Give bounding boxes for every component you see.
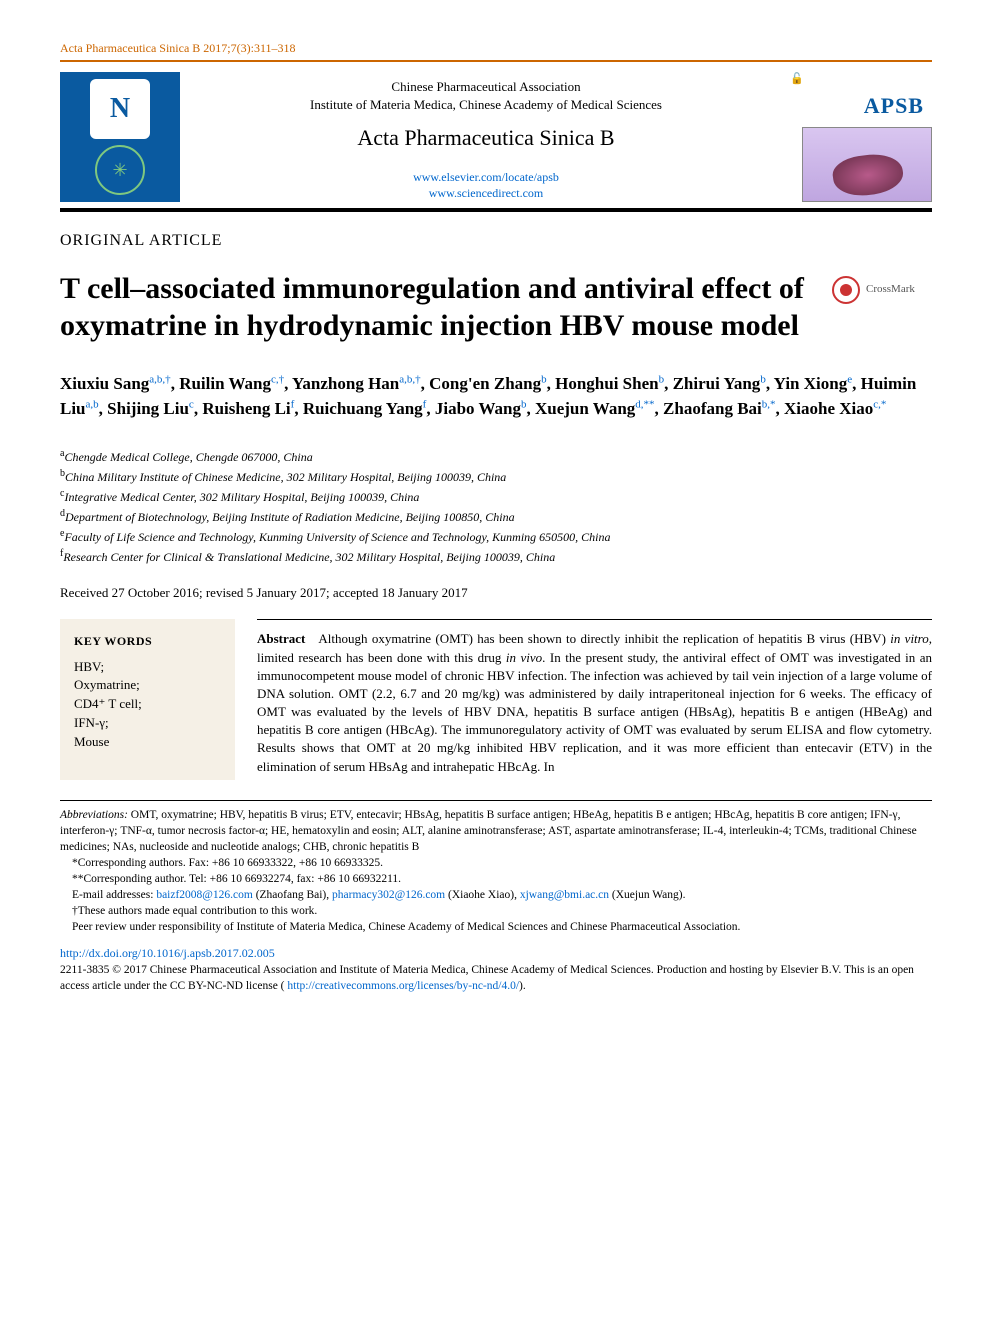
abbreviations-text: OMT, oxymatrine; HBV, hepatitis B virus;… xyxy=(60,809,917,853)
running-head: Acta Pharmaceutica Sinica B 2017;7(3):31… xyxy=(60,40,932,62)
institute-name: Institute of Materia Medica, Chinese Aca… xyxy=(200,96,772,114)
journal-abbrev: APSB xyxy=(782,91,932,121)
keyword-item: IFN-γ; xyxy=(74,714,221,733)
journal-title: Acta Pharmaceutica Sinica B xyxy=(200,123,772,153)
keyword-item: Oxymatrine; xyxy=(74,676,221,695)
journal-masthead: N ✳ Chinese Pharmaceutical Association I… xyxy=(60,72,932,202)
abstract-top-rule xyxy=(257,619,932,620)
abstract-body: Although oxymatrine (OMT) has been shown… xyxy=(257,631,932,773)
keywords-abstract-row: KEY WORDS HBV;Oxymatrine;CD4⁺ T cell;IFN… xyxy=(60,619,932,779)
article-title: T cell–associated immunoregulation and a… xyxy=(60,270,822,345)
footnote-rule xyxy=(60,800,932,801)
email-link-1[interactable]: baizf2008@126.com xyxy=(156,889,253,901)
email-line: E-mail addresses: baizf2008@126.com (Zha… xyxy=(60,887,932,903)
abbreviations-label: Abbreviations: xyxy=(60,809,128,821)
copyright-close: ). xyxy=(519,980,526,992)
copyright-line: 2211-3835 © 2017 Chinese Pharmaceutical … xyxy=(60,962,932,994)
logo-n-icon: N xyxy=(90,79,150,139)
doi-link[interactable]: http://dx.doi.org/10.1016/j.apsb.2017.02… xyxy=(60,945,932,961)
footnotes: Abbreviations: OMT, oxymatrine; HBV, hep… xyxy=(60,807,932,936)
keyword-item: HBV; xyxy=(74,658,221,677)
title-row: T cell–associated immunoregulation and a… xyxy=(60,270,932,371)
abbreviations-line: Abbreviations: OMT, oxymatrine; HBV, hep… xyxy=(60,807,932,855)
email-name-2: (Xiaohe Xiao), xyxy=(445,889,520,901)
peer-review-note: Peer review under responsibility of Inst… xyxy=(60,919,932,935)
keyword-item: Mouse xyxy=(74,733,221,752)
email-prefix: E-mail addresses: xyxy=(72,889,156,901)
abstract-label: Abstract xyxy=(257,631,305,646)
corresponding-note-1: *Corresponding authors. Fax: +86 10 6693… xyxy=(60,855,932,871)
publisher-logo: N ✳ xyxy=(60,72,180,202)
email-name-3: (Xuejun Wang). xyxy=(609,889,685,901)
masthead-center: Chinese Pharmaceutical Association Insti… xyxy=(190,72,782,202)
equal-contribution-note: †These authors made equal contribution t… xyxy=(60,903,932,919)
elsevier-link[interactable]: www.elsevier.com/locate/apsb xyxy=(200,169,772,185)
journal-cover: 🔓 APSB xyxy=(782,72,932,202)
crossmark-label: CrossMark xyxy=(866,282,915,297)
logo-seal-icon: ✳ xyxy=(95,145,145,195)
affiliation-item: dDepartment of Biotechnology, Beijing In… xyxy=(60,506,932,526)
email-link-2[interactable]: pharmacy302@126.com xyxy=(332,889,445,901)
keywords-heading: KEY WORDS xyxy=(74,633,221,649)
masthead-rule xyxy=(60,208,932,212)
affiliation-item: cIntegrative Medical Center, 302 Militar… xyxy=(60,486,932,506)
association-name: Chinese Pharmaceutical Association xyxy=(200,78,772,96)
journal-links: www.elsevier.com/locate/apsb www.science… xyxy=(200,169,772,201)
crossmark-badge[interactable]: CrossMark xyxy=(832,276,932,304)
keyword-item: CD4⁺ T cell; xyxy=(74,695,221,714)
open-access-icon: 🔓 xyxy=(782,72,932,87)
keywords-box: KEY WORDS HBV;Oxymatrine;CD4⁺ T cell;IFN… xyxy=(60,619,235,779)
email-name-1: (Zhaofang Bai), xyxy=(253,889,332,901)
author-list: Xiuxiu Sanga,b,†, Ruilin Wangc,†, Yanzho… xyxy=(60,371,932,422)
article-type-label: ORIGINAL ARTICLE xyxy=(60,230,932,252)
corresponding-note-2: **Corresponding author. Tel: +86 10 6693… xyxy=(60,871,932,887)
affiliation-item: bChina Military Institute of Chinese Med… xyxy=(60,466,932,486)
sciencedirect-link[interactable]: www.sciencedirect.com xyxy=(200,185,772,201)
affiliation-item: eFaculty of Life Science and Technology,… xyxy=(60,526,932,546)
abstract-column: Abstract Although oxymatrine (OMT) has b… xyxy=(257,619,932,779)
license-link[interactable]: http://creativecommons.org/licenses/by-n… xyxy=(287,980,519,992)
abstract-text: Abstract Although oxymatrine (OMT) has b… xyxy=(257,630,932,776)
affiliation-item: fResearch Center for Clinical & Translat… xyxy=(60,546,932,566)
affiliation-list: aChengde Medical College, Chengde 067000… xyxy=(60,446,932,566)
cover-thumbnail xyxy=(802,127,932,202)
article-dates: Received 27 October 2016; revised 5 Janu… xyxy=(60,584,932,602)
email-link-3[interactable]: xjwang@bmi.ac.cn xyxy=(520,889,609,901)
affiliation-item: aChengde Medical College, Chengde 067000… xyxy=(60,446,932,466)
crossmark-icon xyxy=(832,276,860,304)
